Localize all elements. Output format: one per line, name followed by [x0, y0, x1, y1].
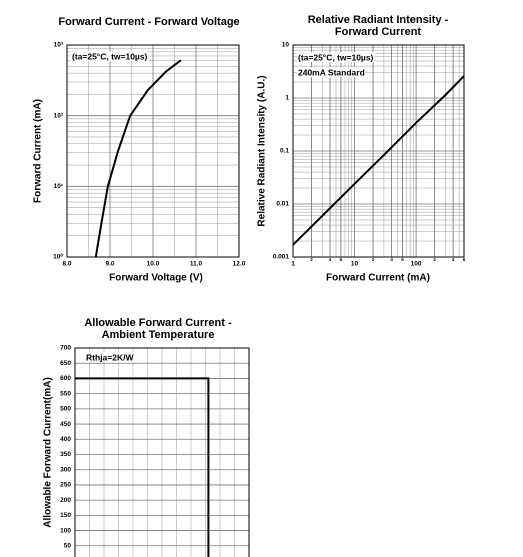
y-tick-label: 350 — [60, 451, 71, 458]
chart-title: Ambient Temperature — [102, 329, 215, 341]
x-tick-label: 6 — [401, 257, 404, 262]
chart-title: Allowable Forward Current - — [84, 317, 232, 329]
y-tick-label: 450 — [60, 421, 71, 428]
annotation-bg — [71, 51, 149, 62]
y-tick-label: 10⁰ — [53, 253, 63, 261]
y-tick-label: 600 — [60, 375, 71, 382]
x-tick-label: 10.0 — [147, 261, 160, 268]
x-tick-label: 2 — [310, 257, 313, 262]
plot-frame — [66, 44, 240, 258]
annotation: (ta=25°C, tw=10µs) — [72, 51, 148, 61]
plot-frame — [292, 44, 465, 258]
annotation-bg — [85, 352, 136, 363]
y-tick-label: 10³ — [54, 42, 64, 49]
x-tick-label: 12.0 — [233, 261, 246, 268]
y-tick-label: 300 — [60, 466, 71, 473]
x-tick-label: 9.0 — [105, 261, 114, 268]
data-line — [94, 59, 182, 258]
x-tick-label: 4 — [452, 257, 455, 262]
annotation: (ta=25°C, tw=10µs) — [298, 52, 374, 62]
x-tick-label: 100 — [411, 261, 422, 268]
y-tick-label: 700 — [60, 345, 71, 352]
annotation: 240mA Standard — [298, 67, 365, 77]
x-tick-label: 4 — [390, 257, 393, 262]
y-tick-label: 10² — [54, 112, 64, 119]
y-tick-label: 500 — [60, 406, 71, 413]
y-tick-label: 650 — [60, 360, 71, 367]
x-axis-label: Forward Voltage (V) — [109, 273, 203, 284]
y-tick-label: 150 — [60, 512, 71, 519]
data-line — [75, 377, 210, 557]
y-tick-label: 0.001 — [273, 254, 290, 261]
y-tick-label: 10 — [282, 42, 290, 49]
annotation: Rthja=2K/W — [86, 352, 134, 362]
x-axis-label: Forward Current (mA) — [326, 273, 430, 284]
x-tick-label: 2 — [433, 257, 436, 262]
x-tick-label: 1 — [291, 261, 295, 268]
x-tick-label: 11.0 — [190, 261, 203, 268]
chart-title: Relative Radiant Intensity - — [308, 14, 449, 26]
y-tick-label: 0.1 — [280, 148, 289, 155]
y-tick-label: 200 — [60, 497, 71, 504]
y-axis-label: Forward Current (mA) — [33, 99, 44, 203]
y-axis-label: Allowable Forward Current(mA) — [43, 377, 54, 528]
y-axis-label: Relative Radiant Intensity (A.U.) — [257, 75, 268, 226]
y-tick-label: 100 — [60, 527, 71, 534]
y-tick-label: 550 — [60, 390, 71, 397]
data-line — [292, 75, 465, 246]
x-tick-label: 8.0 — [62, 261, 71, 268]
chart-title: Forward Current — [335, 26, 422, 38]
y-tick-label: 250 — [60, 482, 71, 489]
annotation-bg — [297, 67, 366, 78]
y-tick-label: 400 — [60, 436, 71, 443]
annotation-bg — [297, 52, 375, 63]
y-tick-label: 50 — [64, 543, 72, 550]
x-tick-label: 6 — [463, 257, 466, 262]
chart-title: Forward Current - Forward Voltage — [58, 16, 239, 28]
x-tick-label: 2 — [372, 257, 375, 262]
x-tick-label: 6 — [340, 257, 343, 262]
y-tick-label: 0.01 — [276, 201, 289, 208]
plot-frame — [74, 347, 250, 557]
x-tick-label: 4 — [329, 257, 332, 262]
y-tick-label: 10¹ — [54, 183, 63, 190]
y-tick-label: 1 — [285, 95, 289, 102]
x-tick-label: 10 — [351, 261, 359, 268]
